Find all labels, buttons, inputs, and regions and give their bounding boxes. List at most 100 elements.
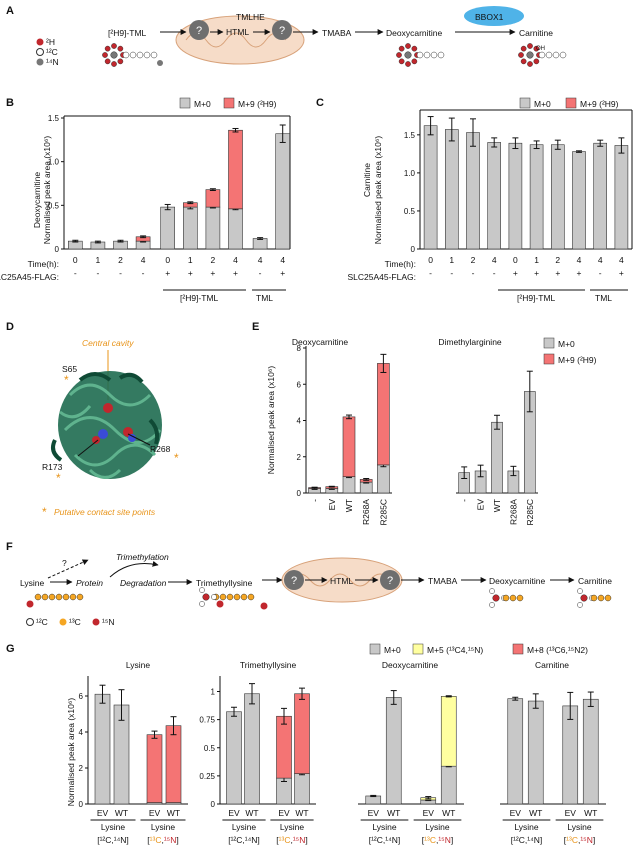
panel-f-html: HTML (330, 576, 353, 586)
E1-ytick-label: 2 (297, 453, 302, 462)
panel-a-carnitine: Carnitine (519, 28, 553, 38)
atom (520, 58, 527, 65)
atom (111, 43, 117, 49)
panel-d-protein-structure (51, 371, 162, 479)
G2-category-label: WT (295, 808, 308, 818)
panel-f-transporter-out (380, 570, 400, 590)
C-slc-label: + (513, 268, 518, 278)
chain-atom (76, 593, 84, 601)
atom (489, 588, 495, 594)
C-bar-m0 (593, 142, 608, 250)
atom-center (202, 593, 210, 601)
G2-category-label: EV (228, 808, 240, 818)
panel-f-q2: ? (387, 575, 393, 587)
G4-title: Carnitine (535, 660, 569, 670)
panel-a-legend: ²H ¹²C ¹⁴N (36, 37, 59, 67)
panel-a-carnitine-molecule (518, 43, 567, 67)
legend-f-13c-dot (59, 618, 67, 626)
C-slc-label: - (599, 268, 602, 278)
chain-atom (604, 594, 612, 602)
B-time-label: 0 (73, 255, 78, 265)
G1-title: Lysine (126, 660, 151, 670)
legend-g-m0: M+0 (384, 645, 401, 655)
C-time-label: 1 (534, 255, 539, 265)
chain-atom (226, 593, 234, 601)
B-slc-label: + (188, 268, 193, 278)
C-time-label: 4 (598, 255, 603, 265)
panel-a-bbox1: BBOX1 (475, 12, 504, 22)
panel-c-time-label: Time(h): (385, 259, 416, 269)
E2-category-label: R268A (508, 499, 518, 525)
chain-atom (129, 51, 137, 59)
chain-atom (122, 51, 130, 59)
G4-category-label: EV (565, 808, 577, 818)
G1-lab-part: ] (176, 835, 178, 845)
panel-f-tmaba: TMABA (428, 576, 458, 586)
B-time-label: 4 (141, 255, 146, 265)
B-bar-m0 (183, 206, 198, 250)
atom (577, 588, 583, 594)
panel-f-dashed-arrow (47, 559, 89, 579)
chain-atom (538, 51, 546, 59)
E1-bar-lab (377, 363, 390, 466)
chain-atom (55, 593, 63, 601)
panel-f-legend: ¹²C ¹³C ¹⁵N (26, 617, 115, 627)
G2-lysine-1: Lysine (232, 822, 257, 832)
B-slc-label: - (142, 268, 145, 278)
C-time-label: 4 (492, 255, 497, 265)
panel-f-degradation: Degradation (120, 578, 167, 588)
legend-b-m9: M+9 (²H9) (238, 99, 277, 109)
chain-atom (509, 594, 517, 602)
G2-ytick-label: 0.5 (204, 744, 216, 753)
G1-category-label: EV (149, 808, 161, 818)
G4-lab-part: , (578, 835, 580, 845)
chain-atom (545, 51, 553, 59)
B-bar-m0 (205, 206, 221, 250)
panel-b-ylabel2: Normalised peak area (x10⁶) (42, 136, 52, 245)
panel-a-tml-molecule (102, 43, 163, 67)
atom (398, 45, 405, 52)
panel-d-star-caption: * (42, 505, 47, 519)
chain-atom (136, 51, 144, 59)
B-time-label: 1 (96, 255, 101, 265)
G3-lab-part: ¹³C (424, 835, 436, 845)
atom (489, 602, 495, 608)
chain-atom (552, 51, 560, 59)
C-slc-label: + (555, 268, 560, 278)
E1-category-label: - (310, 499, 320, 502)
G3-lysine-2: Lysine (425, 822, 450, 832)
atom (211, 594, 217, 600)
G1-ytick-label: 6 (79, 692, 84, 701)
chain-atom (240, 593, 248, 601)
legend-b-m0: M+0 (194, 99, 211, 109)
G2-category-label: EV (278, 808, 290, 818)
G2-lab-part: , (290, 835, 292, 845)
B-slc-label: - (74, 268, 77, 278)
legend-f-12c-dot (26, 618, 34, 626)
panel-d-star-s65: * (64, 373, 69, 387)
C-time-label: 1 (449, 255, 454, 265)
G1-lysine-2: Lysine (151, 822, 176, 832)
C-bar-m0 (529, 144, 544, 250)
C-bar-m0 (614, 145, 629, 250)
G2-ytick-label: 0.75 (199, 716, 215, 725)
panel-d-s65: S65 (62, 364, 77, 374)
panel-c-group2: TML (595, 293, 612, 303)
legend-f-15n-dot (92, 618, 100, 626)
atom (533, 58, 540, 65)
C-bar-m0 (572, 151, 586, 250)
C-slc-label: - (493, 268, 496, 278)
panel-a-substrate: [²H9]-TML (108, 28, 147, 38)
C-slc-label: + (534, 268, 539, 278)
G2-bar-m0 (276, 777, 292, 805)
panel-a-q1: ? (196, 25, 202, 37)
panel-c-ylabel2: Normalised peak area (x10⁶) (373, 136, 383, 245)
G2-unlab: [¹²C,¹⁴N] (228, 835, 260, 845)
G4-category-label: WT (529, 808, 542, 818)
panel-c-ylabel1: Carnitine (362, 163, 372, 197)
legend-g-m0-swatch (369, 643, 381, 655)
B-slc-label: - (96, 268, 99, 278)
legend-e-m0: M+0 (558, 339, 575, 349)
